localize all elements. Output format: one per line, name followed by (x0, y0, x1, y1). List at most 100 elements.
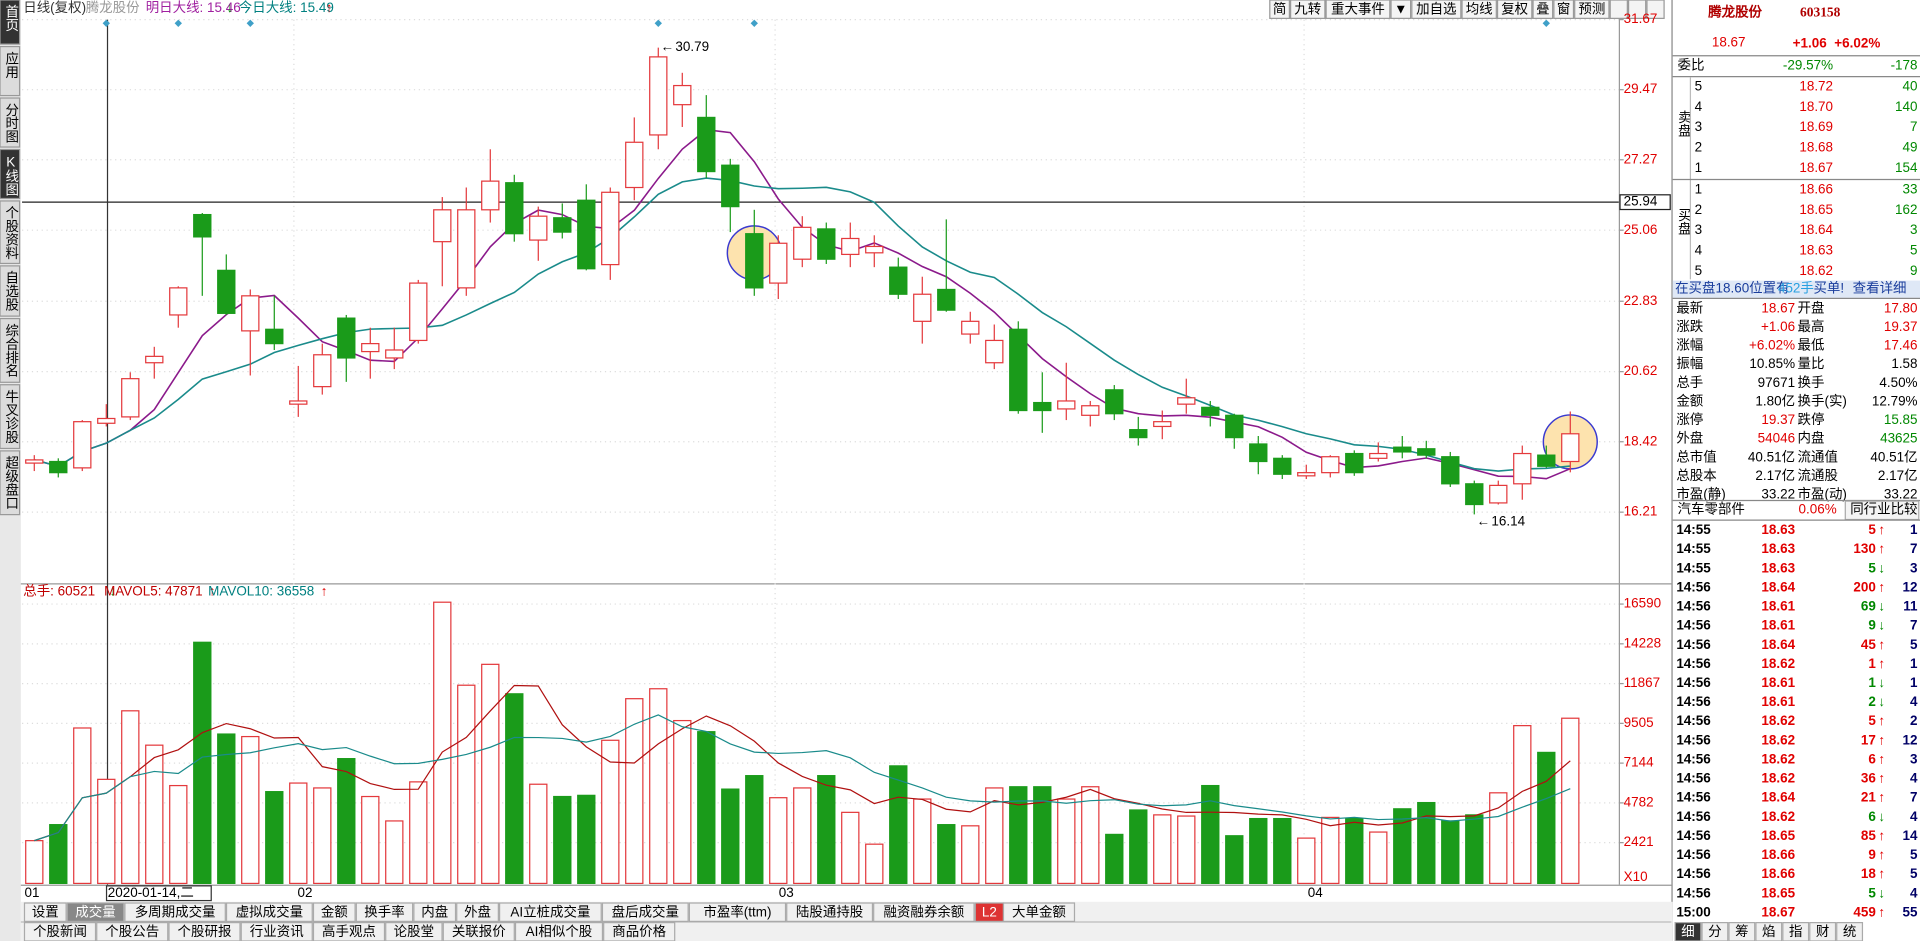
panel-tab-label[interactable]: 细 (1681, 924, 1694, 939)
news-tab-label[interactable]: 个股研报 (178, 924, 232, 939)
panel-tab-label[interactable]: 财 (1816, 924, 1829, 939)
indicator-tab[interactable] (688, 902, 787, 923)
toolbar-button-label[interactable]: 简 (1273, 0, 1286, 16)
sidebar-tab-label[interactable]: 牛叉诊股 (3, 389, 19, 444)
panel-tab-label[interactable]: 筹 (1735, 923, 1748, 939)
news-tab[interactable] (168, 922, 241, 941)
banner-text[interactable]: 查看详细 (1853, 281, 1907, 296)
toolbar-button[interactable] (1269, 0, 1290, 19)
indicator-tab-label[interactable]: 大单金额 (1012, 904, 1066, 919)
indicator-tab[interactable] (601, 902, 689, 923)
indicator-tab[interactable] (1002, 902, 1076, 923)
indicator-tab[interactable] (456, 902, 499, 923)
toolbar-button[interactable] (1411, 0, 1462, 19)
event-marker[interactable] (102, 19, 110, 27)
panel-tab[interactable] (1701, 922, 1729, 941)
toolbar-button-label[interactable]: 复权 (1501, 0, 1528, 16)
sidebar-tab[interactable] (0, 0, 21, 45)
sidebar-tab[interactable] (0, 45, 21, 97)
sidebar-tab-label[interactable]: 自选股 (3, 271, 19, 313)
toolbar-button[interactable] (1325, 0, 1391, 19)
panel-tab-label[interactable]: 分 (1708, 924, 1721, 939)
indicator-tab-label[interactable]: 虚拟成交量 (236, 903, 303, 919)
sidebar-tab[interactable] (0, 97, 21, 148)
indicator-tab[interactable] (355, 902, 414, 923)
indicator-tab-label[interactable]: 融资融券余额 (883, 903, 964, 919)
news-tab[interactable] (385, 922, 443, 941)
panel-tab[interactable] (1728, 922, 1756, 941)
news-tab-label[interactable]: AI相似个股 (526, 924, 593, 939)
toolbar-button[interactable] (1290, 0, 1326, 19)
panel-tab[interactable] (1809, 922, 1837, 941)
indicator-tab-label[interactable]: L2 (982, 904, 997, 919)
toolbar-button-label[interactable]: 加自选 (1416, 1, 1456, 16)
indicator-tab-label[interactable]: 换手率 (364, 903, 404, 919)
compare-label[interactable]: 同行业比较 (1850, 501, 1917, 516)
sidebar-tab[interactable] (0, 450, 21, 516)
news-tab-label[interactable]: 个股新闻 (33, 924, 87, 939)
news-tab[interactable] (96, 922, 169, 941)
indicator-tab-label[interactable]: 外盘 (464, 903, 491, 919)
toolbar-button[interactable] (1496, 0, 1533, 19)
toolbar-button-label[interactable]: 预测 (1578, 1, 1605, 16)
indicator-tab[interactable] (66, 902, 125, 923)
panel-tab-label[interactable]: 统 (1843, 924, 1856, 939)
news-tab-label[interactable]: 商品价格 (612, 924, 666, 939)
toolbar-icon[interactable] (1646, 0, 1665, 19)
sidebar-tab-label[interactable]: 应用 (3, 50, 19, 79)
panel-tab[interactable] (1674, 922, 1702, 941)
sidebar-tab-label[interactable]: 分时图 (3, 103, 19, 144)
news-tab[interactable] (240, 922, 313, 941)
indicator-tab[interactable] (873, 902, 975, 923)
indicator-tab[interactable] (413, 902, 457, 923)
news-tab[interactable] (442, 922, 515, 941)
toolbar-button-label[interactable]: 均线 (1466, 1, 1493, 16)
panel-tab[interactable] (1782, 922, 1810, 941)
news-tab-label[interactable]: 关联报价 (452, 924, 506, 939)
indicator-tab-label[interactable]: 陆股通持股 (796, 904, 863, 919)
indicator-tab-label[interactable]: 内盘 (421, 903, 448, 919)
toolbar-icon[interactable] (1609, 0, 1628, 19)
indicator-tab[interactable] (124, 902, 226, 923)
news-tab[interactable] (312, 922, 386, 941)
panel-tab[interactable] (1836, 922, 1864, 941)
sidebar-tab[interactable] (0, 317, 21, 383)
sidebar-tab[interactable] (0, 265, 21, 317)
sidebar-tab-label[interactable]: 个股资料 (3, 206, 19, 260)
toolbar-icon[interactable] (1627, 0, 1647, 19)
toolbar-button[interactable] (1461, 0, 1497, 19)
indicator-tab-label[interactable]: 多周期成交量 (135, 903, 216, 919)
panel-tab-label[interactable]: 焰 (1762, 924, 1775, 939)
sidebar-tab-label[interactable]: K线图 (3, 154, 19, 196)
news-tab[interactable] (603, 922, 676, 941)
toolbar-button-label[interactable]: ▼ (1394, 1, 1407, 16)
sidebar-tab-label[interactable]: 超级盘口 (3, 456, 19, 510)
event-marker[interactable] (1542, 19, 1550, 27)
news-tab[interactable] (23, 922, 97, 941)
news-tab-label[interactable]: 论股堂 (394, 924, 434, 939)
event-marker[interactable] (654, 19, 662, 27)
indicator-tab[interactable] (312, 902, 356, 923)
toolbar-button[interactable] (1390, 0, 1412, 19)
panel-tab[interactable] (1755, 922, 1783, 941)
panel-tab-label[interactable]: 指 (1789, 924, 1802, 939)
indicator-tab-label[interactable]: 市盈率(ttm) (703, 903, 771, 919)
toolbar-button[interactable] (1532, 0, 1554, 19)
indicator-tab-label[interactable]: 盘后成交量 (612, 903, 679, 919)
indicator-tab[interactable] (225, 902, 313, 923)
sidebar-tab[interactable] (0, 384, 21, 450)
news-tab[interactable] (514, 922, 604, 941)
indicator-tab-label[interactable]: AI立桩成交量 (510, 903, 590, 919)
sidebar-tab[interactable] (0, 200, 21, 265)
indicator-tab[interactable] (786, 902, 874, 923)
event-marker[interactable] (750, 19, 758, 27)
toolbar-button-label[interactable]: 叠 (1536, 1, 1549, 16)
indicator-tab-label[interactable]: 成交量 (75, 903, 115, 919)
toolbar-button[interactable] (1574, 0, 1610, 19)
news-tab-label[interactable]: 个股公告 (105, 924, 159, 939)
sidebar-tab[interactable] (0, 148, 21, 200)
toolbar-button[interactable] (1553, 0, 1575, 19)
indicator-tab-label[interactable]: 设置 (32, 904, 59, 919)
toolbar-button-label[interactable]: 九转 (1294, 1, 1321, 16)
indicator-tab[interactable] (498, 902, 602, 923)
